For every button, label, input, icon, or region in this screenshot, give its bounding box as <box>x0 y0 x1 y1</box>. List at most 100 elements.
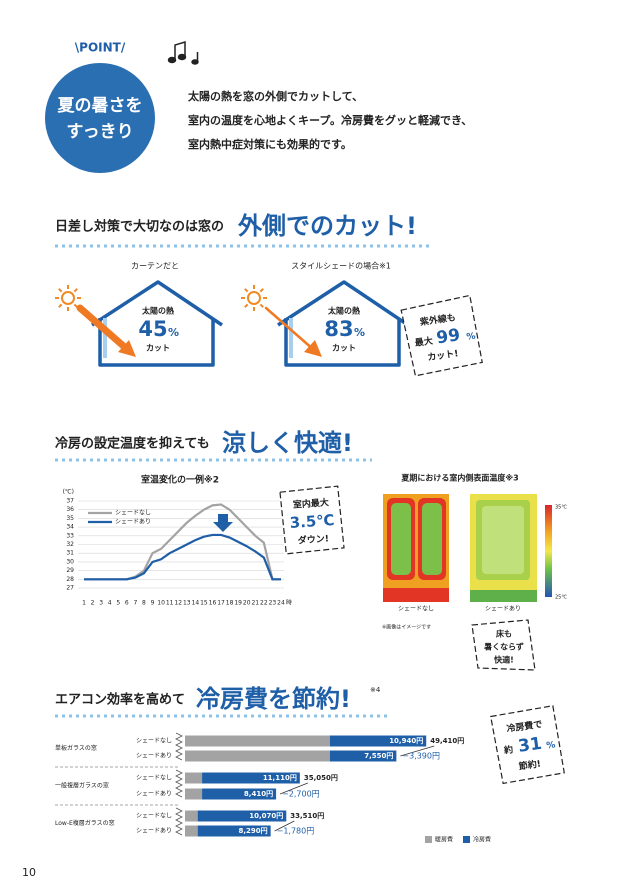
y-tick-label: 28 <box>66 576 74 583</box>
intro-line: 太陽の熱を窓の外側でカットして、 <box>187 89 363 103</box>
group-label: 一般複層ガラスの窓 <box>55 782 109 790</box>
bar-label: 8,410円 <box>244 790 273 798</box>
callout-unit: % <box>466 332 476 343</box>
bar-heating <box>185 735 330 747</box>
sun-ray <box>259 288 264 293</box>
sun-ray <box>73 303 78 308</box>
intro-line: 室内熱中症対策にも効果的です。 <box>188 137 352 151</box>
reduction-label: −2,700円 <box>282 790 320 799</box>
x-tick-label: 18 <box>226 600 234 607</box>
legend-swatch <box>463 836 470 843</box>
callout: 室内最大 3.5℃ ダウン! <box>279 485 345 555</box>
y-tick-label: 36 <box>66 506 74 513</box>
x-tick-label: 24 <box>277 600 285 607</box>
bar-cooling <box>329 750 397 762</box>
x-tick-label: 11 <box>166 600 174 607</box>
bar-cooling <box>202 772 300 784</box>
legend-label: 暖房費 <box>435 836 453 844</box>
y-unit: (℃) <box>63 489 74 496</box>
heat-arrow <box>264 306 316 352</box>
x-tick-label: 20 <box>243 600 251 607</box>
sun <box>247 291 261 305</box>
reduction-label: −1,780円 <box>277 827 315 836</box>
bar-heating <box>185 772 203 784</box>
sun-ray <box>73 288 78 293</box>
badge <box>45 63 155 173</box>
y-tick-label: 30 <box>66 558 74 565</box>
arrow-head <box>118 340 136 357</box>
color-scale <box>545 505 552 597</box>
thermal-title: 夏期における室内側表面温度※3 <box>400 473 518 483</box>
percent-unit: % <box>354 326 365 339</box>
x-tick-label: 16 <box>209 600 217 607</box>
row-label: シェードなし <box>136 775 172 782</box>
x-tick-label: 10 <box>157 600 165 607</box>
case-label: カーテンだと <box>131 262 179 271</box>
bar-heating <box>185 825 198 837</box>
y-tick-label: 32 <box>66 541 74 548</box>
sun-ray <box>259 303 264 308</box>
case-label: スタイルシェードの場合※1 <box>291 261 391 271</box>
section-lead: エアコン効率を高めて <box>55 692 185 708</box>
row-label: シェードなし <box>136 738 172 745</box>
image-label: シェードなし <box>398 606 434 613</box>
sun-ray <box>244 288 249 293</box>
house <box>91 280 223 367</box>
x-unit: 時 <box>286 599 292 607</box>
bar-cooling <box>197 825 271 837</box>
scale-label: 25℃ <box>555 595 567 601</box>
axis-break <box>175 732 183 761</box>
callout-text: カット! <box>427 348 459 363</box>
callout-number: 31 <box>517 734 543 757</box>
window <box>289 318 293 358</box>
point-label: \POINT/ <box>75 41 126 55</box>
x-tick-label: 7 <box>133 600 137 607</box>
callout-text: 暑くならず <box>483 642 524 652</box>
x-tick-label: 13 <box>183 600 191 607</box>
image-label: シェードあり <box>485 606 521 613</box>
axis-break <box>175 807 183 836</box>
total-label: 33,510円 <box>290 812 324 820</box>
house <box>277 280 409 367</box>
legend-swatch <box>425 836 432 843</box>
x-tick-label: 9 <box>151 600 155 607</box>
group-label: 単板ガラスの窓 <box>55 744 97 752</box>
heat-label: 太陽の熱 <box>141 306 174 316</box>
x-tick-label: 17 <box>217 600 225 607</box>
x-tick-label: 19 <box>234 600 242 607</box>
sun-ray <box>58 288 63 293</box>
section-headline: 涼しく快適! <box>222 429 353 457</box>
bar-cooling <box>329 735 427 747</box>
down-arrow <box>213 514 233 532</box>
window <box>103 318 107 358</box>
x-tick-label: 8 <box>142 600 146 607</box>
page-number: 10 <box>22 866 36 879</box>
line-series <box>84 533 281 581</box>
line-series <box>84 503 281 581</box>
percent-unit: % <box>168 326 179 339</box>
callout: 冷房費で 約 31 % 節約! <box>489 705 565 785</box>
callout-text: 床も <box>496 629 512 639</box>
bar-label: 10,940円 <box>389 737 423 745</box>
x-tick-label: 15 <box>200 600 208 607</box>
bar-label: 7,550円 <box>364 752 393 760</box>
reduction-pointer <box>279 782 308 795</box>
section-headline: 外側でのカット! <box>237 212 417 240</box>
callout-text: 約 <box>502 743 514 756</box>
chart-title: 室温変化の一例※2 <box>141 474 219 486</box>
percent: 45 <box>138 317 167 341</box>
legend-label: シェードなし <box>115 510 151 517</box>
bar-label: 11,110円 <box>263 774 297 782</box>
bar-label: 8,290円 <box>238 827 267 835</box>
callout-number: 99 <box>435 325 461 348</box>
scale-label: 35℃ <box>555 505 567 511</box>
footnote: ※4 <box>370 686 381 694</box>
heat-label: 太陽の熱 <box>327 306 360 316</box>
cut-label: カット <box>332 344 356 353</box>
callout-text: 快適! <box>494 655 514 665</box>
bar-label: 10,070円 <box>249 812 283 820</box>
y-tick-label: 31 <box>66 550 74 557</box>
y-tick-label: 27 <box>66 585 74 592</box>
x-tick-label: 5 <box>116 600 120 607</box>
